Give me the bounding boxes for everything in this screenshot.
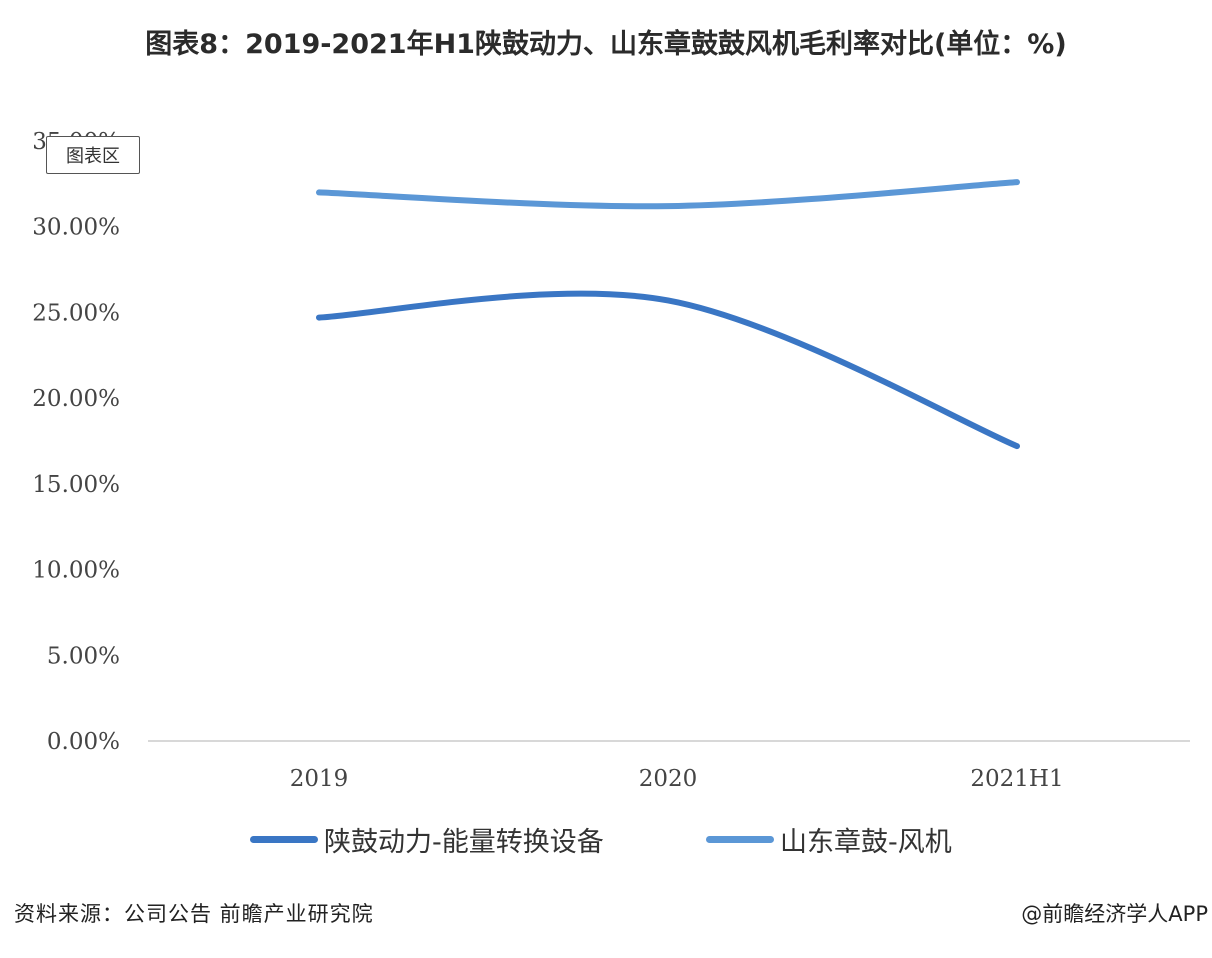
y-tick-label: 5.00% <box>47 643 120 669</box>
chart-area-tooltip: 图表区 <box>46 136 140 174</box>
y-tick-label: 15.00% <box>32 472 120 498</box>
legend-swatch-series1 <box>250 836 318 843</box>
source-note: 资料来源：公司公告 前瞻产业研究院 <box>14 902 374 926</box>
credit-note: @前瞻经济学人APP <box>1021 902 1208 926</box>
x-tick-label: 2021H1 <box>970 766 1063 792</box>
legend-item-series2: 山东章鼓-风机 <box>706 820 952 859</box>
chart-title: 图表8：2019-2021年H1陕鼓动力、山东章鼓鼓风机毛利率对比(单位：%) <box>145 29 1067 60</box>
y-tick-label: 10.00% <box>32 558 120 584</box>
y-tick-label: 30.00% <box>32 215 120 241</box>
legend-label-series2: 山东章鼓-风机 <box>780 827 952 858</box>
legend-item-series1: 陕鼓动力-能量转换设备 <box>250 820 604 859</box>
legend: 陕鼓动力-能量转换设备 山东章鼓-风机 <box>0 820 1212 860</box>
legend-swatch-series2 <box>706 836 774 843</box>
y-tick-label: 0.00% <box>47 729 120 755</box>
x-tick-label: 2020 <box>639 766 698 792</box>
series-line-2 <box>316 179 1020 210</box>
x-tick-label: 2019 <box>290 766 349 792</box>
series-line-1 <box>316 290 1020 450</box>
legend-label-series1: 陕鼓动力-能量转换设备 <box>324 827 604 858</box>
y-tick-label: 25.00% <box>32 300 120 326</box>
y-tick-label: 20.00% <box>32 386 120 412</box>
